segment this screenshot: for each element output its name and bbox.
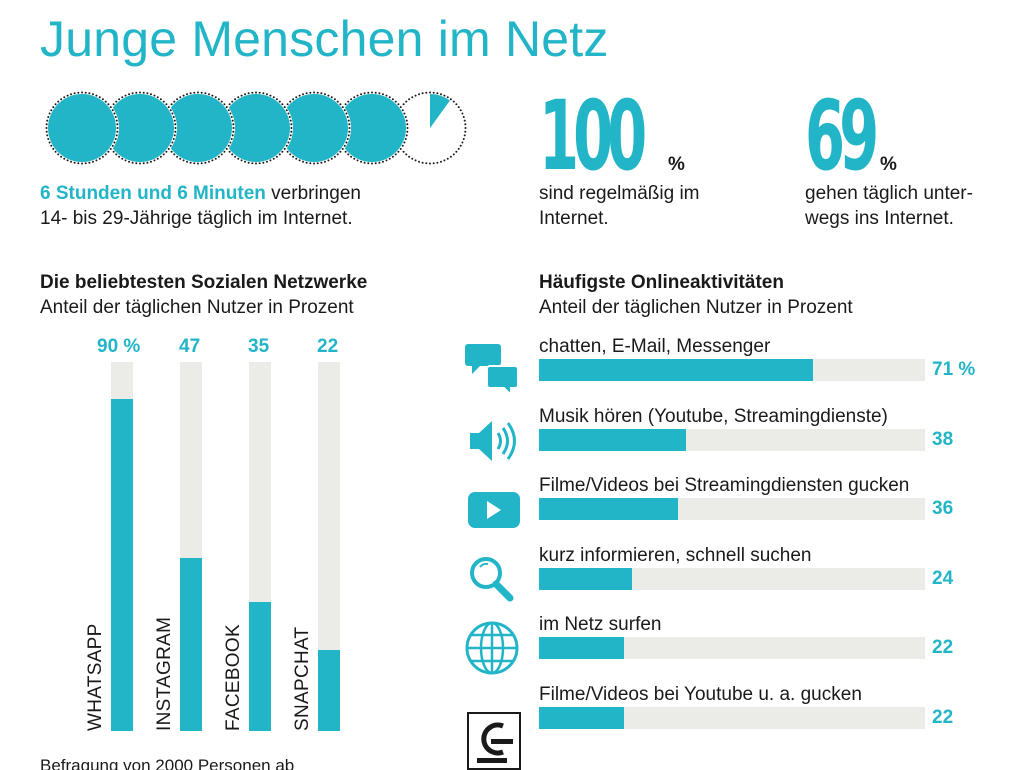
logo-icon [467,712,521,770]
bar-category-label: WHATSAPP [85,623,106,731]
time-statement: 6 Stunden und 6 Minuten verbringen 14- b… [40,181,361,231]
activity-label: kurz informieren, schnell suchen [539,545,812,566]
bar-track [539,707,925,729]
bar-track [318,362,340,731]
bar-track [180,362,202,731]
magnifier-icon [462,551,522,607]
activity-label: Filme/Videos bei Streamingdiensten gucke… [539,475,910,496]
footer-note: Befragung von 2000 Personen ab [40,756,295,770]
bar-value-label: 22 [932,707,954,728]
time-rest: verbringen [265,183,361,204]
hour-clock-full [334,90,410,166]
stat-text-mobile: gehen täglich unter- wegs ins Internet. [805,181,973,231]
bar-track [539,429,925,451]
play-button-icon [462,482,522,538]
bar-track [539,568,925,590]
hour-clock-full [44,90,120,166]
time-highlight: 6 Stunden und 6 Minuten [40,183,266,204]
bar [539,498,678,520]
bar [111,398,133,731]
chat-bubbles-icon [462,340,522,396]
bar [249,601,271,731]
stat-unit-regular: % [668,154,685,175]
bar [318,649,340,731]
stat-unit-mobile: % [880,154,897,175]
bar-value-label: 47 [179,336,201,357]
hour-clock-partial [392,90,468,166]
bar-track [539,637,925,659]
bar [539,568,632,590]
social-subheading: Anteil der täglichen Nutzer in Prozent [40,297,354,318]
stat-line2: wegs ins Internet. [805,208,954,229]
activity-label: Musik hören (Youtube, Streamingdienste) [539,406,888,427]
activity-label: chatten, E-Mail, Messenger [539,336,771,357]
bar-value-label: 36 [932,498,954,519]
activity-label: im Netz surfen [539,614,662,635]
bar [539,429,686,451]
bar [180,557,202,731]
stat-line1: gehen täglich unter- [805,183,973,204]
stat-line1: sind regelmäßig im [539,183,700,204]
stat-value-regular: 100 [539,80,647,192]
activities-heading: Häufigste Onlineaktivitäten [539,272,784,293]
stat-line2: Internet. [539,208,609,229]
bar-value-label: 71 % [932,359,976,380]
bar-value-label: 38 [932,429,954,450]
page-title: Junge Menschen im Netz [40,11,609,67]
bar [539,707,624,729]
bar-value-label: 90 % [97,336,141,357]
clock-row [44,90,469,168]
bar-track [249,362,271,731]
bar [539,359,814,381]
hour-clock-full [102,90,178,166]
activities-subheading: Anteil der täglichen Nutzer in Prozent [539,297,853,318]
stat-value-mobile: 69 [805,80,879,192]
bar-value-label: 22 [932,637,954,658]
globe-icon [462,620,522,676]
bar-category-label: INSTAGRAM [154,616,175,731]
social-heading: Die beliebtesten Sozialen Netzwerke [40,272,368,293]
bar-track [539,498,925,520]
activity-label: Filme/Videos bei Youtube u. a. gucken [539,684,862,705]
bar [539,637,624,659]
time-line2: 14- bis 29-Jährige täglich im Internet. [40,208,353,229]
bar-value-label: 35 [248,336,270,357]
bar-track [539,359,925,381]
bar-track [111,362,133,731]
bar-category-label: SNAPCHAT [292,626,313,731]
hour-clock-full [276,90,352,166]
bar-value-label: 24 [932,568,954,589]
bar-category-label: FACEBOOK [223,624,244,731]
stat-text-regular: sind regelmäßig im Internet. [539,181,700,231]
bar-value-label: 22 [317,336,339,357]
speaker-icon [462,413,522,469]
